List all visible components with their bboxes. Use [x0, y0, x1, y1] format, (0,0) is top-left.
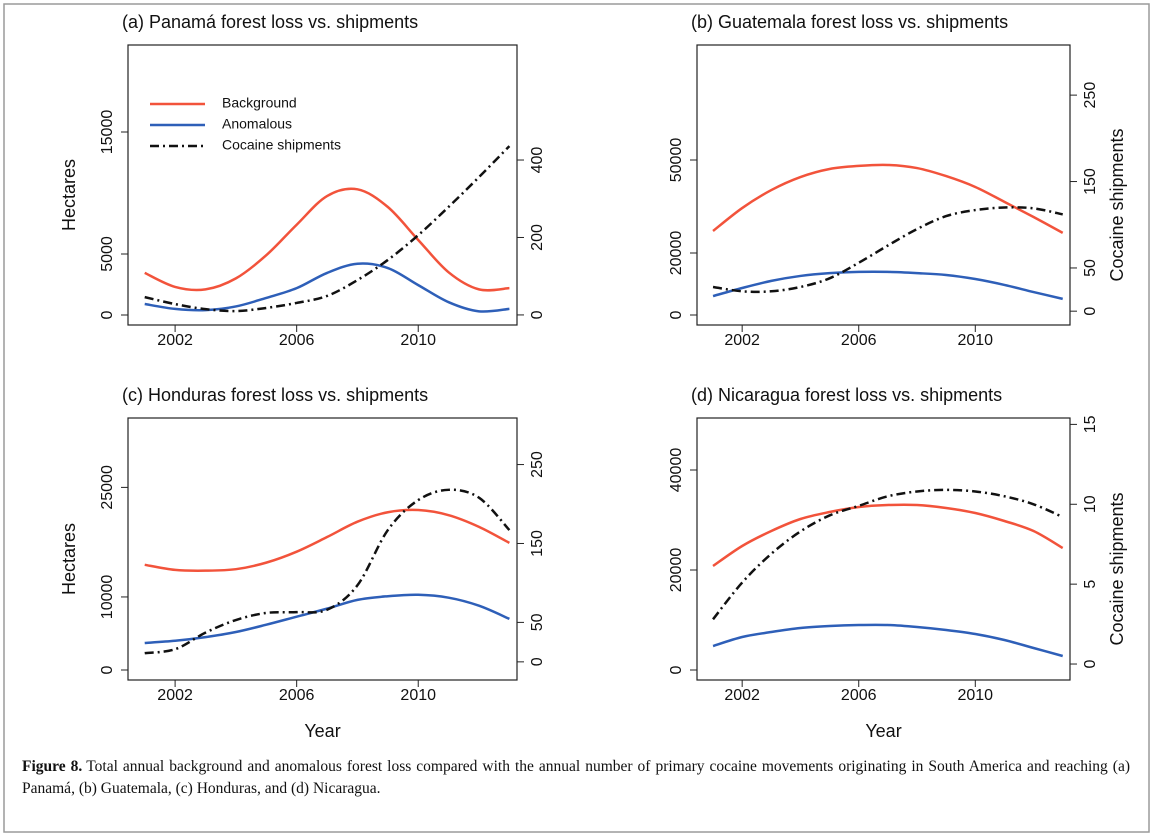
figure-border [3, 3, 1150, 833]
y-tick-label: 40000 [668, 448, 685, 493]
series-line [712, 488, 1064, 621]
y2-tick-label: 150 [529, 530, 546, 557]
x-axis-label: Year [304, 721, 340, 741]
y-tick-label: 0 [668, 310, 685, 319]
y2-tick-label: 15 [1082, 415, 1099, 433]
x-tick-label: 2002 [157, 332, 193, 349]
y-tick-label: 0 [99, 665, 116, 674]
series-line [712, 270, 1063, 301]
x-tick-label: 2006 [841, 332, 877, 349]
x-tick-label: 2006 [279, 687, 315, 704]
x-tick-label: 2010 [957, 332, 993, 349]
x-tick-label: 2010 [957, 687, 993, 704]
chart-title: (a) Panamá forest loss vs. shipments [122, 12, 418, 32]
y-axis-label: Hectares [59, 523, 79, 595]
x-tick-label: 2006 [841, 687, 877, 704]
chart-title: (c) Honduras forest loss vs. shipments [122, 385, 428, 405]
y2-tick-label: 0 [529, 310, 546, 319]
y-tick-label: 20000 [668, 231, 685, 276]
caption: Figure 8. Total annual background and ano… [22, 756, 1130, 800]
y-tick-label: 0 [99, 310, 116, 319]
y-tick-label: 20000 [668, 548, 685, 593]
y2-axis-label: Cocaine shipments [1107, 128, 1127, 281]
x-tick-label: 2010 [400, 687, 436, 704]
chart-title: (d) Nicaragua forest loss vs. shipments [691, 385, 1002, 405]
series-line [712, 163, 1064, 234]
y-tick-label: 10000 [99, 575, 116, 620]
x-tick-label: 2002 [157, 687, 193, 704]
chart-title: (b) Guatemala forest loss vs. shipments [691, 12, 1008, 32]
y2-tick-label: 250 [529, 451, 546, 478]
x-axis-label: Year [865, 721, 901, 741]
y-tick-label: 5000 [99, 236, 116, 272]
y-tick-label: 15000 [99, 110, 116, 155]
legend-label: Background [222, 95, 297, 111]
x-tick-label: 2006 [279, 332, 315, 349]
x-tick-label: 2002 [724, 332, 760, 349]
series-line [712, 503, 1064, 568]
caption-text: Total annual background and anomalous fo… [22, 758, 1130, 797]
caption-label: Figure 8. [22, 758, 83, 775]
y2-tick-label: 50 [529, 613, 546, 631]
series-line [144, 508, 510, 572]
y2-tick-label: 5 [1082, 580, 1099, 589]
series-line [144, 187, 510, 292]
plot-frame [696, 417, 1071, 681]
y-tick-label: 50000 [668, 138, 685, 183]
series-line [144, 262, 510, 313]
y2-tick-label: 50 [1082, 259, 1099, 277]
plot-frame [696, 44, 1071, 326]
y2-tick-label: 0 [1082, 659, 1099, 668]
plot-frame [127, 44, 518, 326]
legend-label: Anomalous [222, 116, 292, 132]
y2-tick-label: 150 [1082, 168, 1099, 195]
y2-tick-label: 200 [529, 224, 546, 251]
y-tick-label: 0 [668, 665, 685, 674]
y2-tick-label: 10 [1082, 495, 1099, 513]
x-tick-label: 2002 [724, 687, 760, 704]
y-axis-label: Hectares [59, 159, 79, 231]
series-line [144, 145, 511, 313]
y2-tick-label: 250 [1082, 82, 1099, 109]
plot-frame [127, 417, 518, 681]
y-tick-label: 25000 [99, 465, 116, 510]
legend-label: Cocaine shipments [222, 137, 341, 153]
y2-tick-label: 400 [529, 147, 546, 174]
y2-tick-label: 0 [529, 657, 546, 666]
y2-axis-label: Cocaine shipments [1107, 492, 1127, 645]
series-line [144, 488, 511, 655]
series-line [712, 206, 1063, 294]
y2-tick-label: 0 [1082, 307, 1099, 316]
series-line [712, 623, 1064, 658]
x-tick-label: 2010 [400, 332, 436, 349]
